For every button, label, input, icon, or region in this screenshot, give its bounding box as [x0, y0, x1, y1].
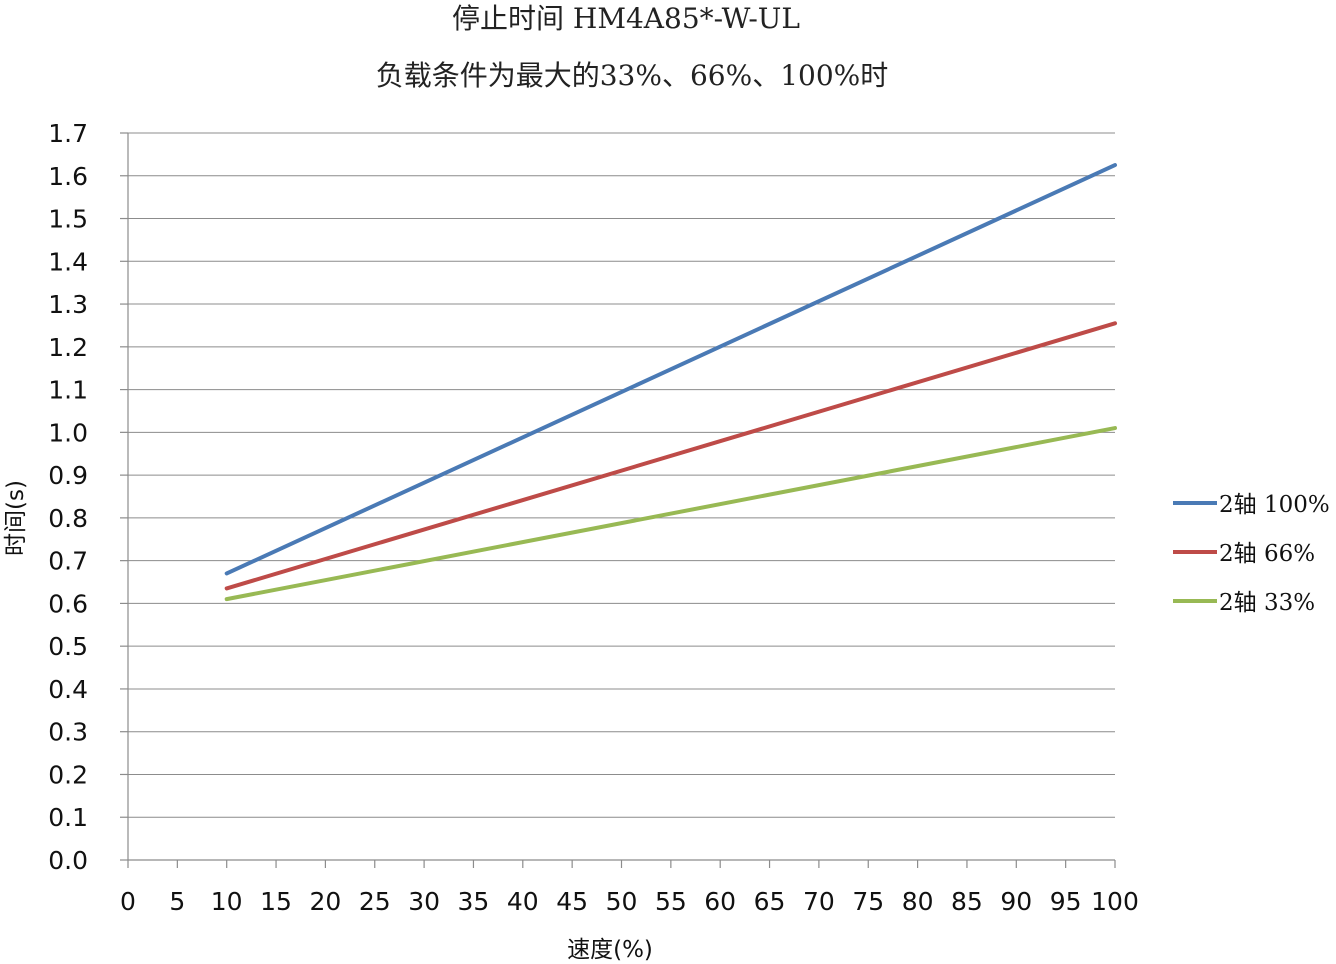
x-tick-label: 0 [120, 887, 136, 916]
x-tick-label: 95 [1050, 887, 1082, 916]
x-tick-label: 50 [606, 887, 638, 916]
series-line-2 [224, 426, 1117, 602]
x-tick-label: 75 [852, 887, 884, 916]
y-tick-label: 1.1 [48, 376, 88, 405]
x-tick-label: 35 [458, 887, 490, 916]
y-tick-label: 0.2 [48, 760, 88, 789]
y-axis-title: 时间(s) [3, 480, 29, 556]
x-tick-label: 20 [309, 887, 341, 916]
y-tick-label: 0.7 [48, 547, 88, 576]
x-tick-label: 15 [260, 887, 292, 916]
y-tick-label: 0.1 [48, 803, 88, 832]
series-line-1 [224, 321, 1117, 591]
y-tick-label: 0.6 [48, 589, 88, 618]
x-axis-title: 速度(%) [567, 937, 653, 963]
y-tick-label: 1.6 [48, 162, 88, 191]
axes [120, 132, 1116, 868]
y-tick-label: 0.3 [48, 718, 88, 747]
x-tick-label: 5 [169, 887, 185, 916]
x-tick-labels: 0 5 10 15 20 25 30 35 40 45 50 55 60 65 70 75 80 85 90 95 10… [120, 887, 1139, 916]
x-tick-label: 45 [556, 887, 588, 916]
y-tick-label: 0.8 [48, 504, 88, 533]
x-tick-label: 10 [211, 887, 243, 916]
legend-label-2: 2轴 33% [1219, 590, 1315, 616]
x-tick-label: 30 [408, 887, 440, 916]
legend: 2轴 100% 2轴 66% 2轴 33% [1173, 492, 1330, 616]
y-tick-label: 0.5 [48, 632, 88, 661]
legend-label-0: 2轴 100% [1219, 492, 1330, 518]
x-tick-label: 25 [359, 887, 391, 916]
x-tick-label: 100 [1091, 887, 1139, 916]
y-tick-label: 1.4 [48, 247, 88, 276]
y-tick-label: 1.2 [48, 333, 88, 362]
x-tick-label: 65 [754, 887, 786, 916]
x-tick-label: 80 [902, 887, 934, 916]
x-tick-label: 55 [655, 887, 687, 916]
y-tick-label: 1.3 [48, 290, 88, 319]
x-tick-label: 40 [507, 887, 539, 916]
y-tick-label: 0.9 [48, 461, 88, 490]
y-tick-label: 1.7 [48, 119, 88, 148]
x-tick-label: 90 [1000, 887, 1032, 916]
x-tick-label: 85 [951, 887, 983, 916]
y-tick-label: 1.5 [48, 205, 88, 234]
y-tick-labels: 0.0 0.1 0.2 0.3 0.4 0.5 0.6 0.7 0.8 0.9 1.0 1.1 1.2 1… [48, 119, 88, 875]
y-tick-label: 0.4 [48, 675, 88, 704]
series-lines [224, 163, 1117, 602]
x-tick-label: 60 [704, 887, 736, 916]
series-line-0 [224, 163, 1117, 576]
y-tick-label: 0.0 [48, 846, 88, 875]
chart-title: 停止时间 HM4A85*-W-UL [452, 2, 800, 35]
legend-label-1: 2轴 66% [1219, 541, 1315, 567]
chart-subtitle: 负载条件为最大的33%、66%、100%时 [376, 59, 889, 92]
y-tick-label: 1.0 [48, 418, 88, 447]
x-tick-label: 70 [803, 887, 835, 916]
gridlines [128, 132, 1115, 818]
